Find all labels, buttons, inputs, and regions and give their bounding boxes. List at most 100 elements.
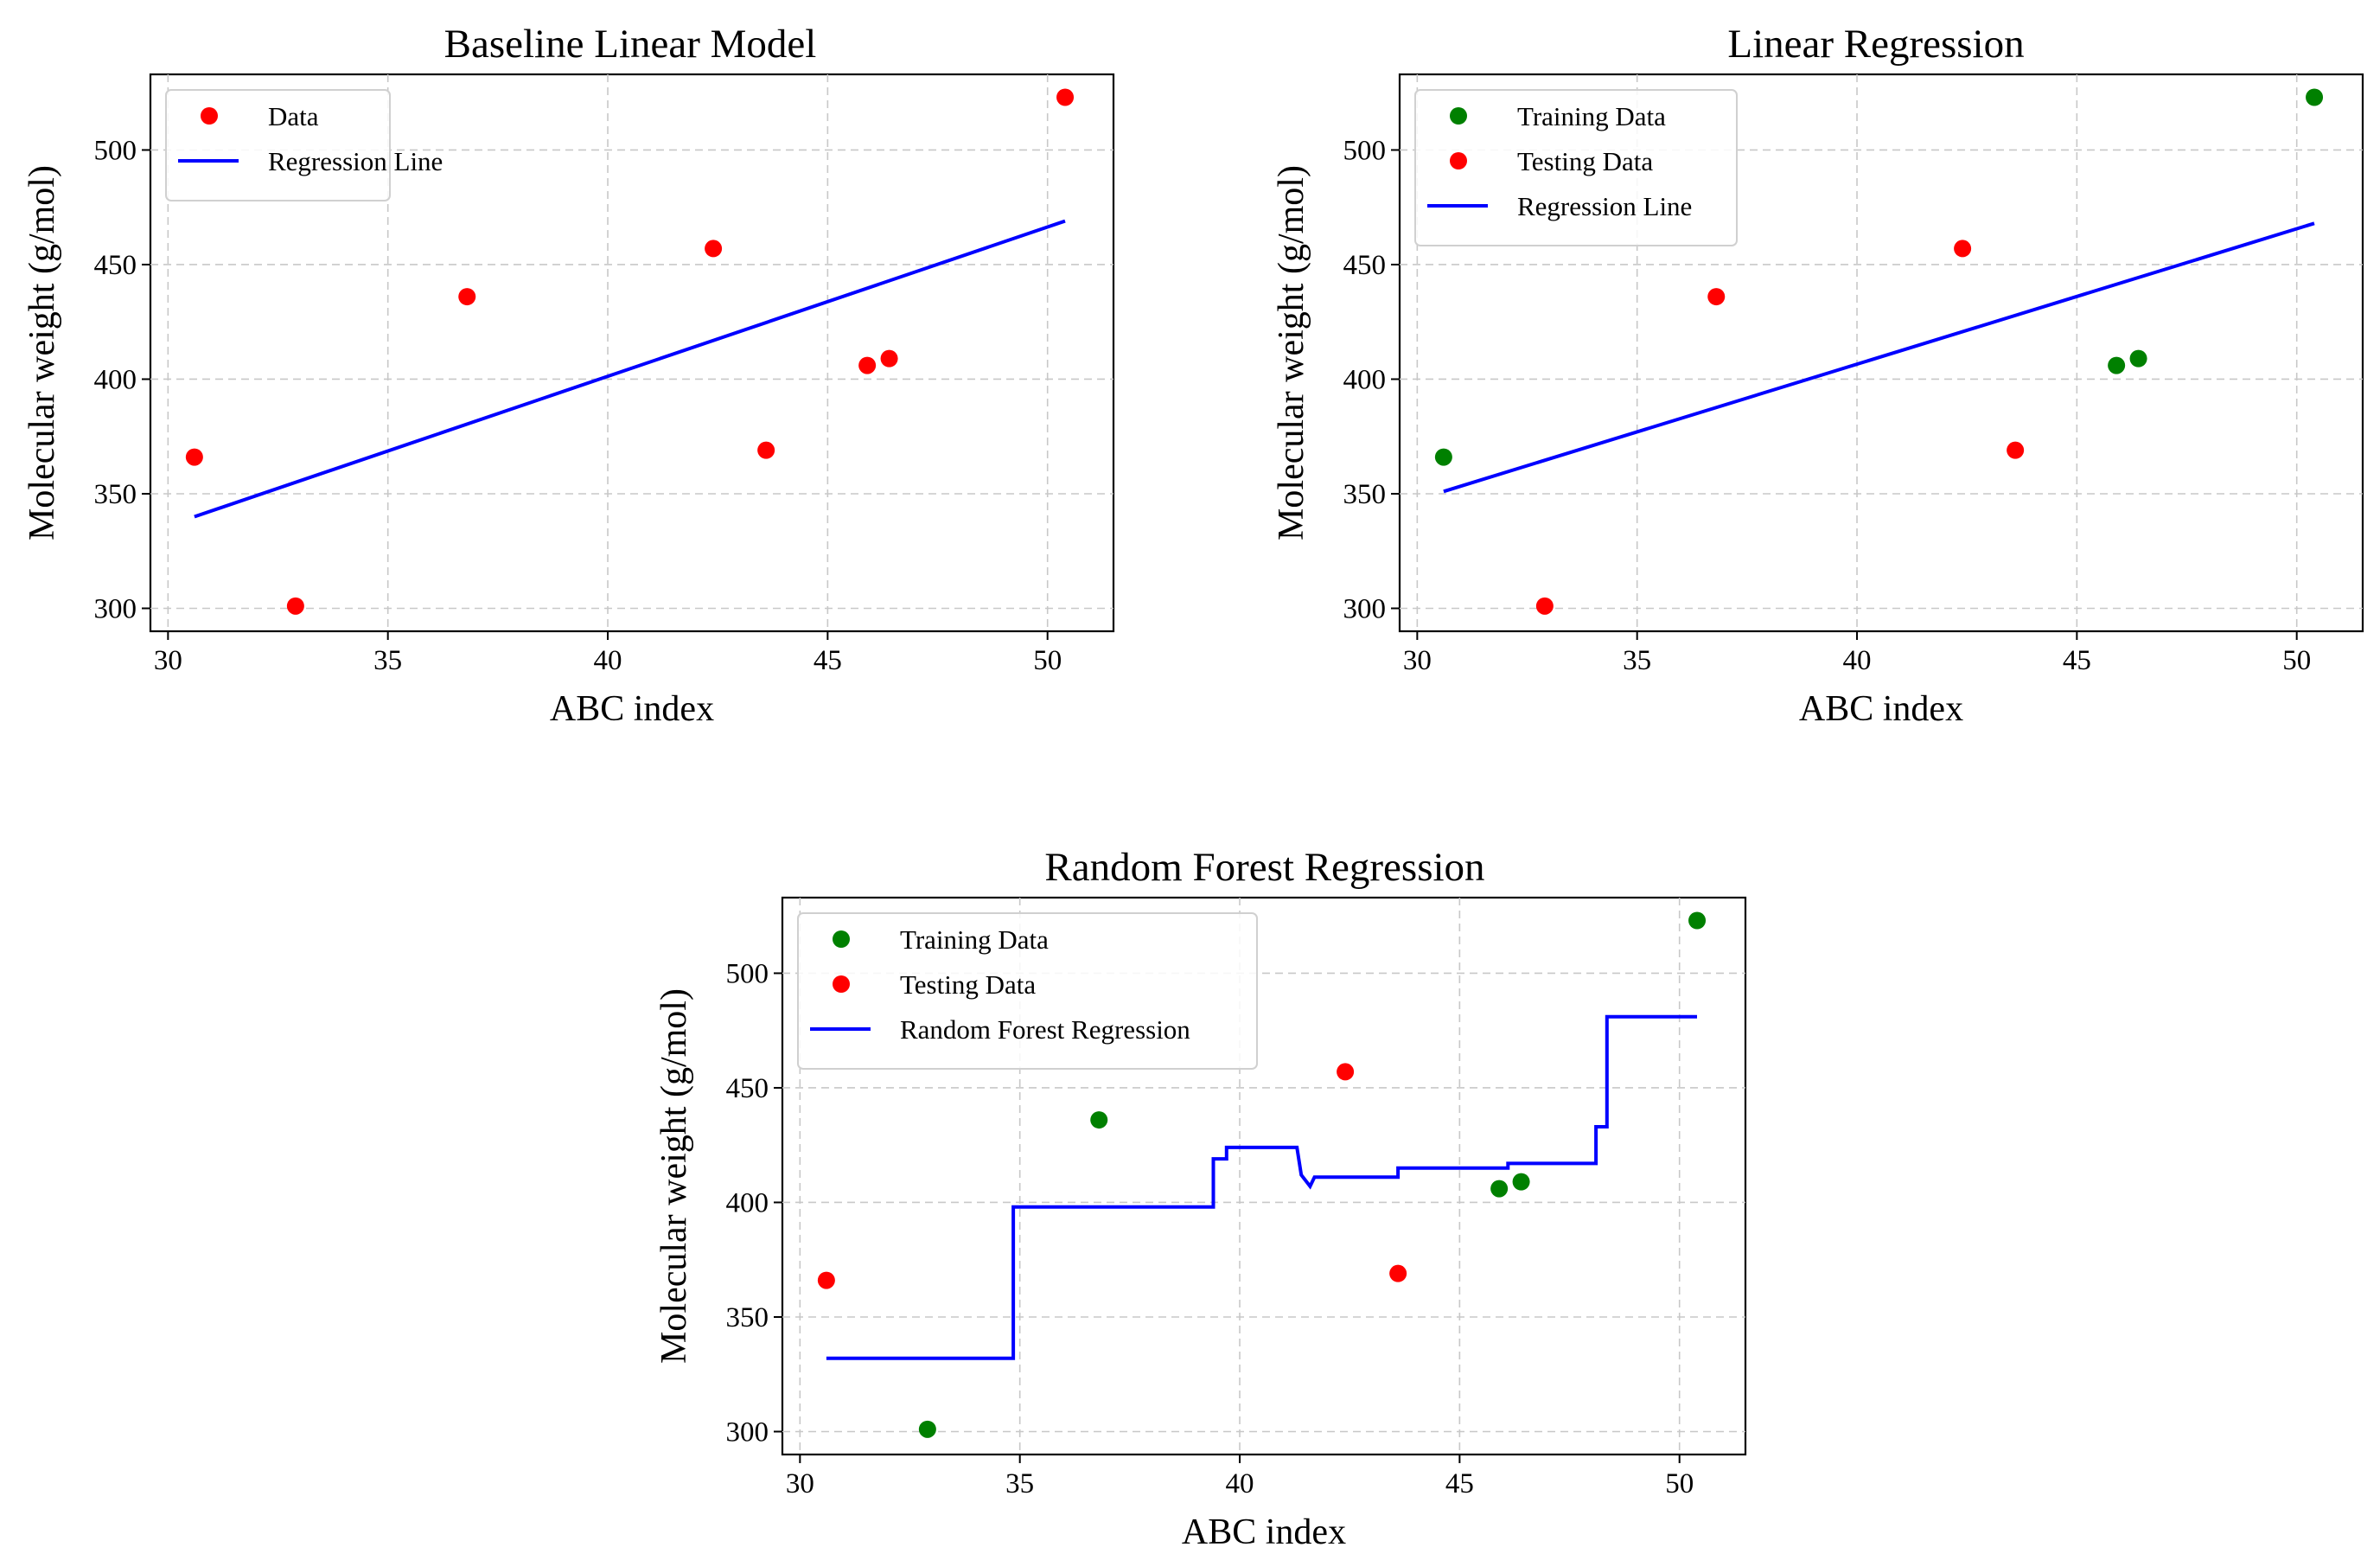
x-tick-label: 35 xyxy=(1623,645,1651,676)
x-tick-label: 50 xyxy=(2282,645,2311,676)
legend-marker xyxy=(833,930,850,948)
y-tick-label: 500 xyxy=(726,958,769,989)
y-tick-label: 350 xyxy=(1343,479,1387,510)
data-point xyxy=(2129,349,2147,368)
y-ticks: 300 350 400 450 500 xyxy=(726,958,782,1448)
x-ticks: 30 35 40 45 50 xyxy=(786,1455,1694,1499)
x-tick-label: 40 xyxy=(1226,1468,1254,1499)
data-point xyxy=(858,356,877,374)
legend-label: Training Data xyxy=(1517,101,1666,131)
y-tick-label: 400 xyxy=(1343,364,1387,395)
data-point xyxy=(2108,356,2126,374)
legend-label: Regression Line xyxy=(268,146,443,176)
plot-frame xyxy=(781,896,1747,1456)
y-tick-label: 400 xyxy=(94,364,137,395)
chart-title: Random Forest Regression xyxy=(1044,845,1484,890)
y-axis-label: Molecular weight (g/mol) xyxy=(1272,165,1311,540)
data-point xyxy=(817,1271,835,1289)
y-ticks: 300 350 400 450 500 xyxy=(1343,135,1400,624)
data-marks xyxy=(185,88,1075,615)
legend-label: Random Forest Regression xyxy=(900,1014,1190,1045)
legend-label: Testing Data xyxy=(900,969,1036,1000)
data-point xyxy=(705,240,723,258)
x-tick-label: 50 xyxy=(1033,645,1062,676)
data-point xyxy=(1090,1111,1108,1129)
data-point xyxy=(1056,88,1075,106)
x-ticks: 30 35 40 45 50 xyxy=(154,631,1062,676)
data-point xyxy=(880,349,898,368)
y-tick-label: 350 xyxy=(94,479,137,510)
legend-label: Data xyxy=(268,101,319,131)
data-point xyxy=(2306,88,2324,106)
y-tick-label: 500 xyxy=(94,135,137,166)
x-tick-label: 45 xyxy=(1445,1468,1474,1499)
legend-box xyxy=(797,912,1258,1070)
legend-marker xyxy=(201,107,218,125)
data-point xyxy=(1954,240,1972,258)
y-tick-label: 450 xyxy=(726,1073,769,1104)
y-tick-label: 300 xyxy=(726,1416,769,1448)
y-tick-label: 450 xyxy=(1343,250,1387,281)
data-point xyxy=(1688,911,1707,930)
data-point xyxy=(1535,597,1554,615)
x-tick-label: 35 xyxy=(373,645,402,676)
y-tick-label: 300 xyxy=(1343,593,1387,624)
legend-label: Regression Line xyxy=(1517,191,1692,221)
series-line-2 xyxy=(826,1014,1697,1360)
data-point xyxy=(458,288,476,306)
y-axis-label: Molecular weight (g/mol) xyxy=(22,165,62,540)
data-point xyxy=(1490,1180,1509,1198)
x-tick-label: 40 xyxy=(1843,645,1872,676)
grid xyxy=(782,898,1745,1455)
legend-marker xyxy=(1450,152,1467,169)
legend: Training Data Testing Data Regression Line xyxy=(1414,89,1738,246)
data-point xyxy=(1337,1063,1355,1081)
legend-label: Testing Data xyxy=(1517,146,1653,176)
data-point xyxy=(1389,1264,1407,1282)
data-marks xyxy=(817,911,1707,1438)
x-tick-label: 30 xyxy=(786,1468,814,1499)
data-point xyxy=(1512,1173,1530,1191)
legend-label: Training Data xyxy=(900,924,1049,955)
x-tick-label: 45 xyxy=(2063,645,2091,676)
x-tick-label: 30 xyxy=(1403,645,1432,676)
data-point xyxy=(185,448,203,466)
x-tick-label: 40 xyxy=(594,645,622,676)
legend: Data Regression Line xyxy=(165,89,443,201)
legend-box xyxy=(1414,89,1738,246)
plot-frame xyxy=(1398,73,2364,633)
data-point xyxy=(1434,448,1452,466)
y-axis-label: Molecular weight (g/mol) xyxy=(654,988,694,1364)
data-point xyxy=(286,597,304,615)
x-axis-label: ABC index xyxy=(1182,1512,1346,1552)
y-tick-label: 350 xyxy=(726,1302,769,1333)
x-tick-label: 45 xyxy=(814,645,842,676)
y-tick-label: 450 xyxy=(94,250,137,281)
data-point xyxy=(918,1420,936,1438)
x-tick-label: 50 xyxy=(1665,1468,1694,1499)
series-line-1 xyxy=(194,219,1066,519)
plot-frame xyxy=(149,73,1115,633)
y-tick-label: 500 xyxy=(1343,135,1387,166)
series-line-2 xyxy=(1443,221,2315,494)
legend-marker xyxy=(1450,107,1467,125)
legend-box xyxy=(165,89,391,201)
x-tick-label: 35 xyxy=(1005,1468,1034,1499)
x-ticks: 30 35 40 45 50 xyxy=(1403,631,2311,676)
panel-baseline-linear-model: Baseline Linear Model 30 35 40 45 50 300 350 4… xyxy=(22,22,1115,729)
legend: Training Data Testing Data Random Forest R… xyxy=(797,912,1258,1070)
x-tick-label: 30 xyxy=(154,645,182,676)
panel-linear-regression: Linear Regression 30 35 40 45 50 300 350 400 45… xyxy=(1272,22,2364,729)
data-point xyxy=(1707,288,1726,306)
x-axis-label: ABC index xyxy=(1799,689,1963,729)
legend-marker xyxy=(833,975,850,993)
x-axis-label: ABC index xyxy=(550,689,714,729)
y-ticks: 300 350 400 450 500 xyxy=(94,135,150,624)
chart-title: Baseline Linear Model xyxy=(444,22,817,67)
chart-title: Linear Regression xyxy=(1727,22,2024,67)
data-point xyxy=(2007,441,2025,459)
y-tick-label: 400 xyxy=(726,1187,769,1218)
data-point xyxy=(757,441,775,459)
y-tick-label: 300 xyxy=(94,593,137,624)
